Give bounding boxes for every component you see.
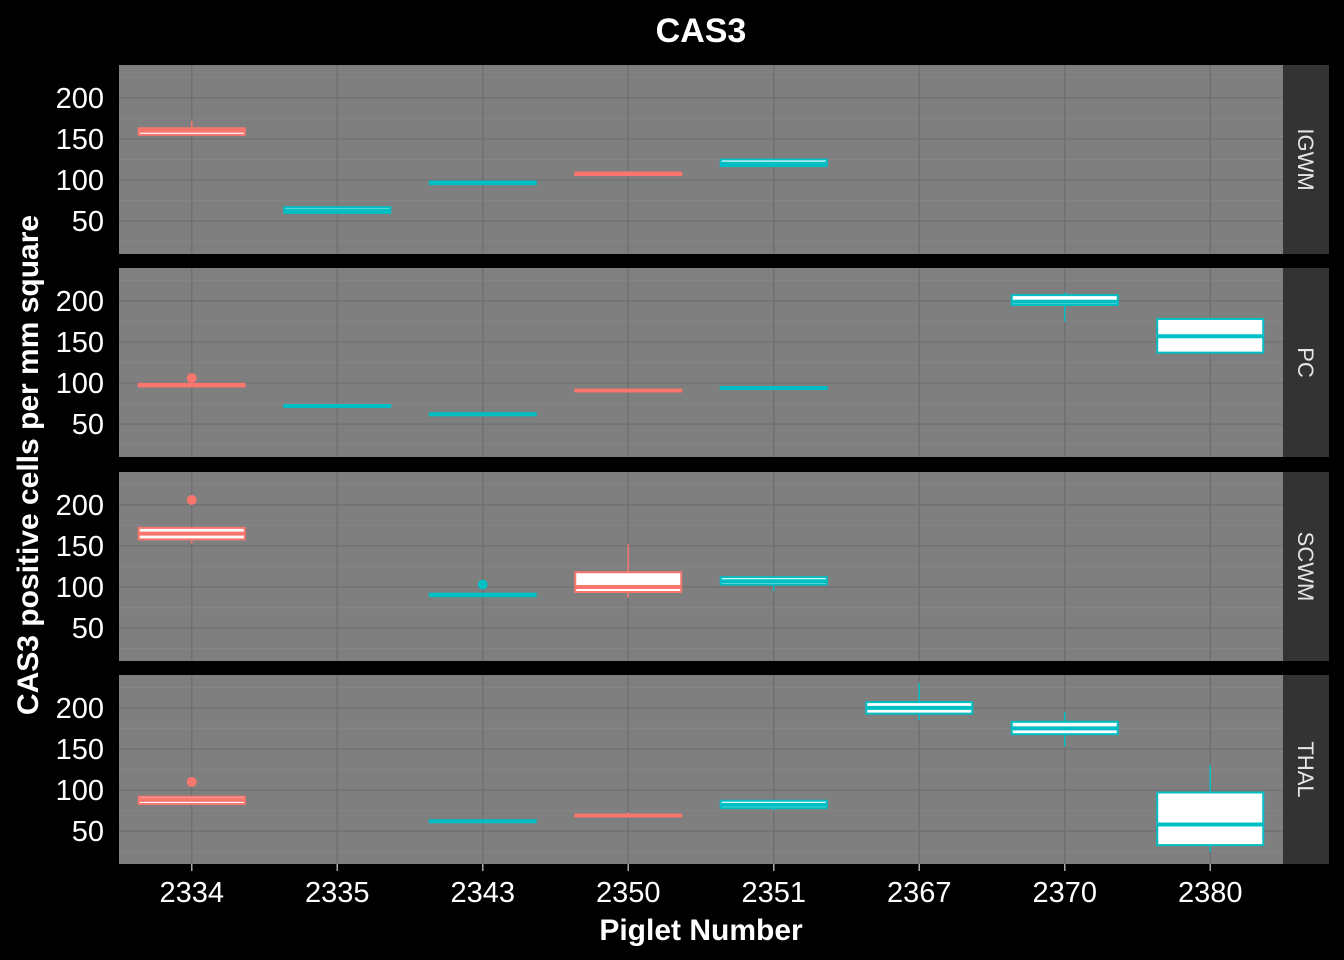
- x-axis-title: Piglet Number: [599, 914, 803, 947]
- outlier-point: [186, 776, 197, 787]
- y-tick-label: 50: [72, 409, 104, 441]
- x-tick-label: 2343: [450, 877, 515, 909]
- y-tick-label: 50: [72, 816, 104, 848]
- x-tick-label: 2380: [1178, 877, 1243, 909]
- chart-title: CAS3: [656, 12, 747, 50]
- box-2351: [719, 385, 828, 390]
- box-2343: [428, 412, 537, 417]
- y-tick-label: 100: [56, 572, 104, 604]
- box-2350: [574, 812, 683, 818]
- box-2350: [574, 388, 683, 393]
- box-2335: [283, 206, 392, 214]
- x-tick-label: 2351: [741, 877, 806, 909]
- x-tick-label: 2335: [305, 877, 370, 909]
- facet-strip-label: THAL: [1293, 741, 1318, 797]
- facet-strip-label: IGWM: [1293, 128, 1318, 190]
- y-tick-label: 50: [72, 613, 104, 645]
- facet-strip: [1283, 472, 1329, 661]
- outlier-point: [477, 579, 488, 590]
- y-tick-label: 100: [56, 368, 104, 400]
- x-tick-label: 2350: [596, 877, 661, 909]
- y-tick-label: 100: [56, 165, 104, 197]
- box-2343: [428, 579, 537, 598]
- facet-panel-igwm: 50 100 150 200 IGWM: [56, 65, 1329, 254]
- facet-panels: 50 100 150 200 IGWM 50 100 150 200 PC 50 100 150 200 S…: [56, 65, 1329, 864]
- box-2334: [137, 776, 246, 806]
- x-tick-label: 2334: [159, 877, 224, 909]
- facet-panel-scwm: 50 100 150 200 SCWM: [56, 472, 1329, 661]
- x-axis-ticks: 2334 2335 2343 2350 2351 2367 2370 2380: [159, 864, 1243, 909]
- facet-panel-thal: 50 100 150 200 THAL: [56, 675, 1329, 864]
- y-tick-label: 200: [56, 490, 104, 522]
- box-2351: [719, 576, 828, 592]
- y-tick-label: 150: [56, 531, 104, 563]
- box-2350: [574, 171, 683, 177]
- box-2370: [1010, 711, 1119, 747]
- y-tick-label: 150: [56, 734, 104, 766]
- y-tick-label: 50: [72, 206, 104, 238]
- facet-panel-pc: 50 100 150 200 PC: [56, 268, 1329, 457]
- box-2380: [1156, 317, 1265, 354]
- box-2343: [428, 180, 537, 186]
- y-tick-label: 200: [56, 83, 104, 115]
- box-2367: [865, 683, 974, 721]
- box-2370: [1010, 292, 1119, 322]
- y-tick-label: 150: [56, 327, 104, 359]
- y-tick-label: 150: [56, 124, 104, 156]
- outlier-point: [186, 373, 197, 384]
- facet-strip-label: PC: [1293, 347, 1318, 378]
- box-2351: [719, 158, 828, 168]
- x-tick-label: 2370: [1032, 877, 1097, 909]
- box-2351: [719, 799, 828, 811]
- facet-strip: [1283, 675, 1329, 864]
- x-tick-label: 2367: [887, 877, 952, 909]
- box-2334: [137, 120, 246, 136]
- box-2335: [283, 404, 392, 409]
- y-axis-title: CAS3 positive cells per mm square: [12, 215, 45, 715]
- facet-strip-label: SCWM: [1293, 532, 1318, 602]
- box-2380: [1156, 765, 1265, 852]
- y-tick-label: 100: [56, 775, 104, 807]
- box-2350: [574, 544, 683, 598]
- facet-strip: [1283, 65, 1329, 254]
- box-body: [1156, 791, 1265, 847]
- y-tick-label: 200: [56, 286, 104, 318]
- facet-strip: [1283, 268, 1329, 457]
- outlier-point: [186, 494, 197, 505]
- box-2343: [428, 819, 537, 824]
- y-tick-label: 200: [56, 693, 104, 725]
- box-2334: [137, 373, 246, 388]
- box-2334: [137, 494, 246, 544]
